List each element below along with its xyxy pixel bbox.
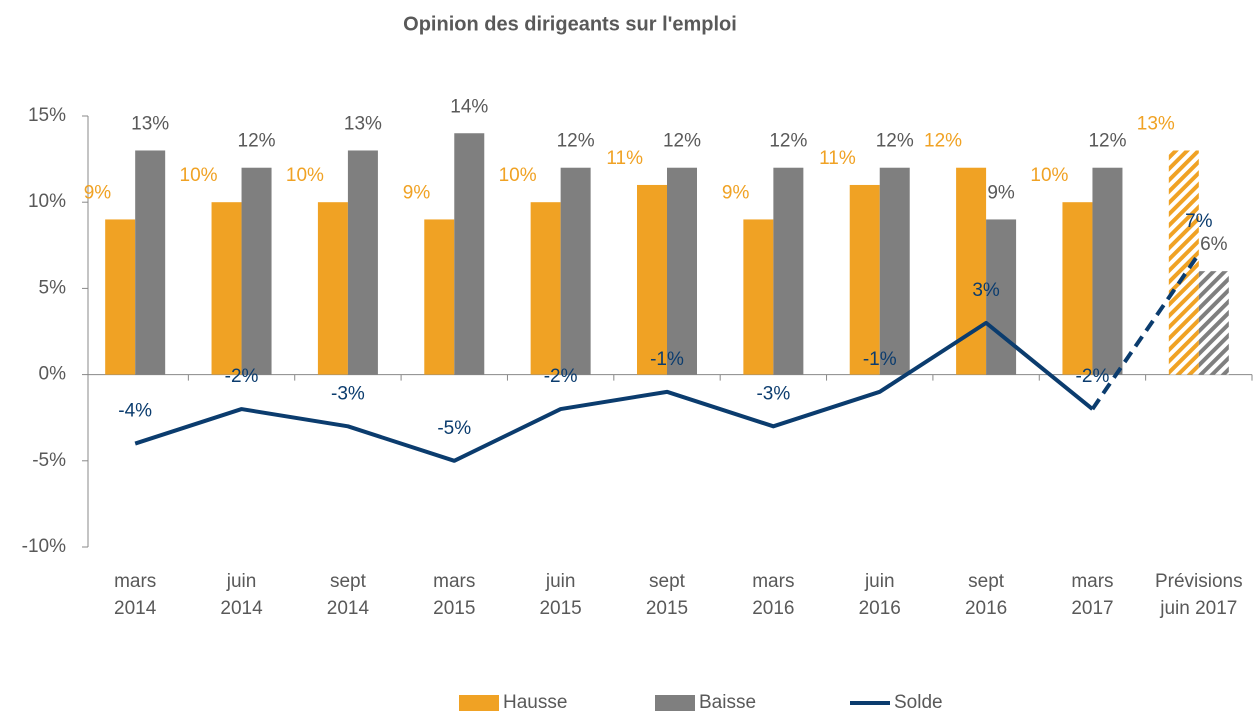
legend-label: Solde [894,692,943,713]
y-tick-label: -5% [32,450,66,471]
bar [986,219,1017,375]
line [134,320,1094,463]
x-tick-label: sept [649,571,686,592]
bar [347,150,378,375]
x-tick-label: juin 2017 [1159,598,1237,619]
x-tick-label: 2014 [220,598,263,619]
bar [743,219,774,375]
x-tick-label: juin [545,571,576,592]
bar [667,167,697,375]
bar [879,167,910,375]
chart-title: Opinion des dirigeants sur l'emploi [403,13,737,35]
x-tick-label: 2015 [646,598,688,619]
bar [211,202,242,375]
data-label: 12% [557,131,595,152]
data-label: 12% [769,131,807,152]
x-tick-label: 2016 [965,598,1007,619]
x-tick-label: mars [114,571,156,592]
x-tick-label: juin [864,571,895,592]
data-label: 12% [924,131,962,152]
legend-swatch [459,695,499,711]
data-label: -4% [118,401,152,422]
x-tick-label: 2015 [433,598,475,619]
data-label: 12% [876,131,914,152]
y-tick-label: 10% [28,191,66,212]
bar [637,184,667,375]
x-tick-label: sept [330,571,367,592]
legend-swatch [655,695,695,711]
x-tick-label: Prévisions [1155,571,1243,592]
data-label: 11% [819,148,856,169]
x-tick-label: sept [968,571,1005,592]
legend-label: Hausse [503,692,567,713]
x-tick-label: 2016 [859,598,901,619]
bar [1198,271,1229,375]
bar [135,150,166,375]
data-label: 12% [1088,131,1126,152]
bar [454,133,485,375]
y-tick-label: 0% [39,364,67,385]
data-label: 13% [1137,113,1175,134]
x-tick-label: 2016 [752,598,794,619]
data-label: 3% [972,280,1000,301]
data-label: 10% [499,165,537,186]
data-label: -1% [863,349,897,370]
data-label: 13% [131,113,169,134]
data-label: -1% [650,349,684,370]
data-label: 9% [84,182,112,203]
data-label: -3% [756,383,790,404]
data-label: 13% [344,113,382,134]
data-label: 9% [403,182,431,203]
forecast-line [1090,252,1201,411]
data-label: 10% [286,165,324,186]
data-label: 9% [987,182,1015,203]
bar [241,167,272,375]
x-tick-label: mars [1071,571,1113,592]
x-tick-label: 2015 [539,598,581,619]
data-label: 6% [1200,234,1228,255]
x-tick-label: 2014 [114,598,157,619]
bar [1062,202,1093,375]
data-label: -2% [1076,366,1110,387]
y-tick-label: -10% [22,536,66,557]
data-label: 10% [180,165,218,186]
data-label: -2% [225,366,259,387]
data-label: -5% [437,418,471,439]
data-label: 14% [450,96,488,117]
bar [560,167,591,375]
bar [849,184,880,375]
x-tick-label: mars [433,571,475,592]
x-tick-label: 2014 [327,598,370,619]
data-label: 10% [1030,165,1068,186]
bar [424,219,455,375]
bar [773,167,804,375]
bar [317,202,348,375]
data-label: 12% [663,131,701,152]
bar [1092,167,1123,375]
x-tick-label: juin [226,571,257,592]
y-tick-label: 5% [39,277,67,298]
y-tick-label: 15% [28,105,66,126]
bar [956,167,987,375]
x-tick-label: mars [752,571,794,592]
x-tick-label: 2017 [1071,598,1113,619]
data-label: -2% [544,366,578,387]
data-label: 9% [722,182,750,203]
data-label: 7% [1185,211,1213,232]
legend-label: Baisse [699,692,756,713]
data-label: 11% [606,148,643,169]
bar [530,202,561,375]
bar [105,219,136,375]
data-label: -3% [331,383,365,404]
data-label: 12% [238,131,276,152]
